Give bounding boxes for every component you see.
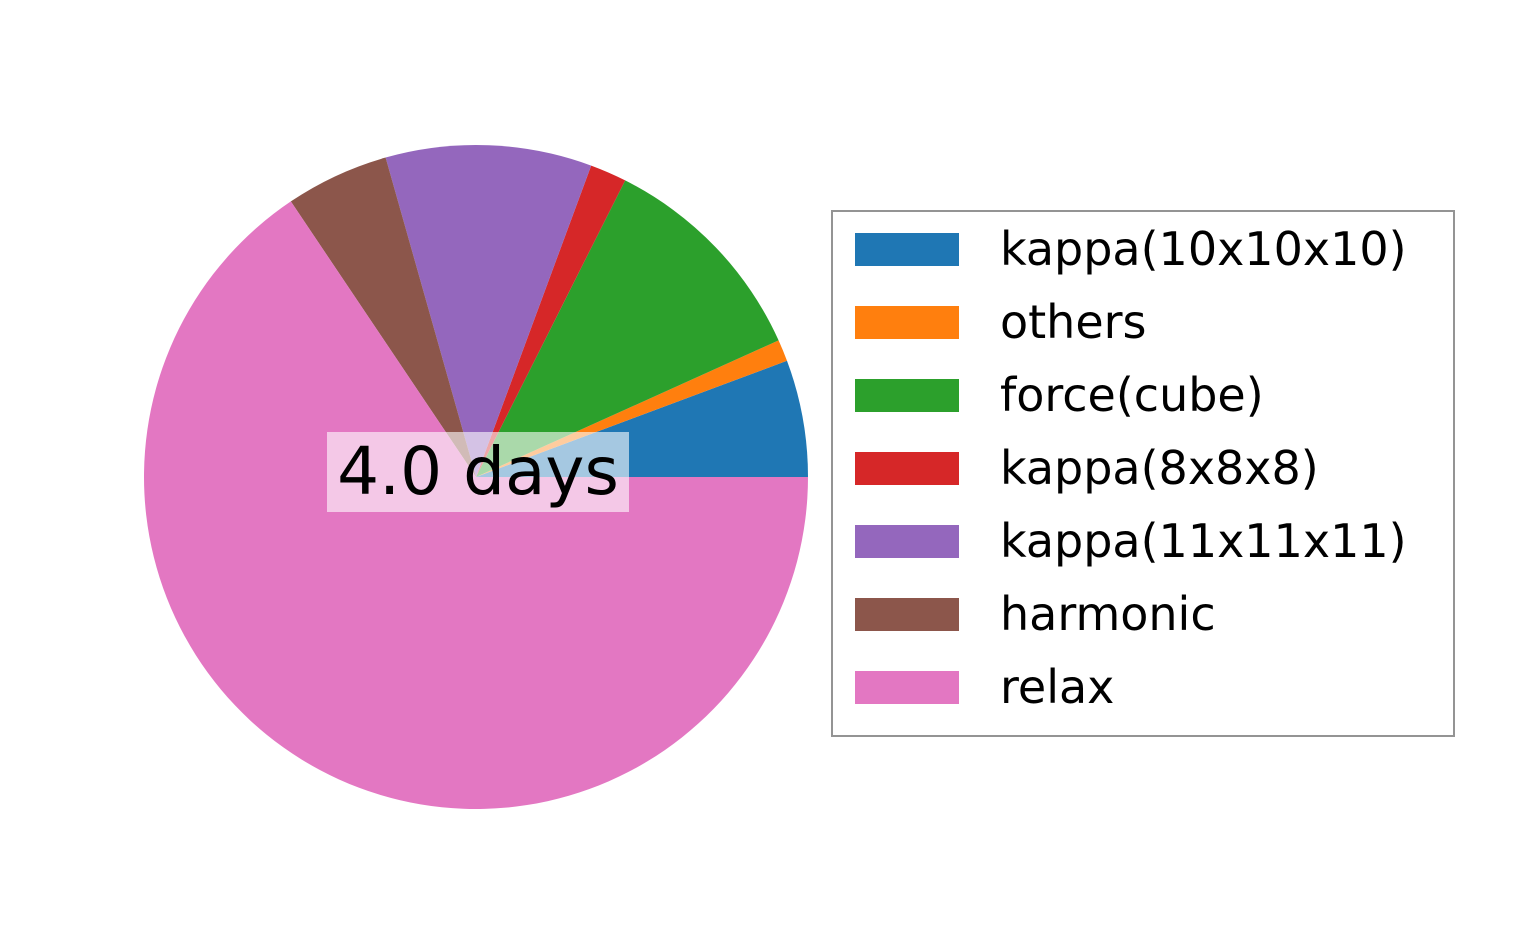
legend-color-swatch [855, 597, 959, 631]
legend-entry[interactable]: kappa(11x11x11) [855, 518, 1407, 564]
legend-entry[interactable]: kappa(8x8x8) [855, 445, 1319, 491]
legend-label: kappa(11x11x11) [1000, 514, 1407, 568]
legend-label: kappa(10x10x10) [1000, 222, 1407, 276]
legend-label: others [1000, 295, 1147, 349]
legend-color-swatch [855, 451, 959, 485]
legend-label: kappa(8x8x8) [1000, 441, 1319, 495]
legend-label: harmonic [1000, 587, 1216, 641]
legend-entry[interactable]: kappa(10x10x10) [855, 226, 1407, 272]
pie-slice-force-cube- [476, 180, 779, 477]
pie-center-label: 4.0 days [327, 432, 629, 512]
legend-color-swatch [855, 305, 959, 339]
legend-entry-list: kappa(10x10x10) others force(cube) kappa(8x… [833, 212, 1453, 735]
legend-color-swatch [855, 232, 959, 266]
legend-entry[interactable]: others [855, 299, 1147, 345]
legend-color-swatch [855, 670, 959, 704]
pie-slice-kappa-8x8x8- [476, 165, 626, 477]
legend-color-swatch [855, 378, 959, 412]
legend-entry[interactable]: relax [855, 664, 1114, 710]
pie-slice-harmonic [290, 157, 476, 477]
legend-entry[interactable]: force(cube) [855, 372, 1264, 418]
legend-box: kappa(10x10x10) others force(cube) kappa(8x… [831, 210, 1455, 737]
legend-label: relax [1000, 660, 1115, 714]
pie-slice-kappa-11x11x11- [385, 145, 592, 477]
legend-entry[interactable]: harmonic [855, 591, 1216, 637]
legend-color-swatch [855, 524, 959, 558]
legend-label: force(cube) [1000, 368, 1264, 422]
